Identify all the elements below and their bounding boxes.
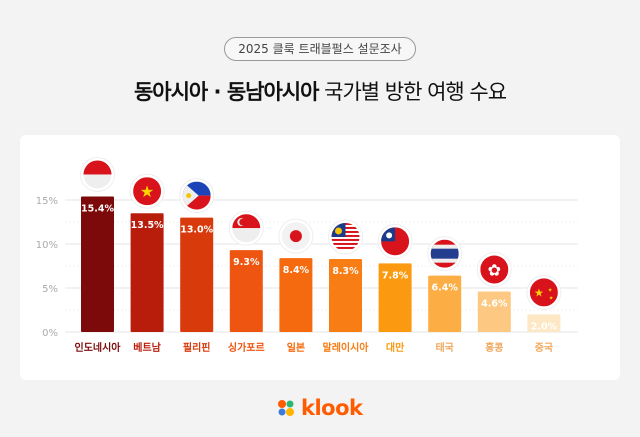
bar-1: [130, 213, 164, 332]
svg-text:✿: ✿: [488, 261, 501, 280]
data-label: 8.3%: [332, 266, 359, 277]
brand-name: klook: [301, 396, 363, 420]
data-label: 7.8%: [382, 270, 409, 281]
bar-6: [378, 263, 412, 332]
survey-badge: 2025 클룩 트래블펄스 설문조사: [224, 37, 416, 61]
x-tick-label: 태국: [435, 341, 453, 354]
svg-text:★: ★: [548, 287, 553, 293]
bar-9: [527, 314, 561, 332]
hongkong-flag-icon: ✿: [480, 255, 509, 284]
y-tick-label: 15%: [36, 196, 58, 207]
bar-4: [279, 258, 313, 332]
bar-5: [329, 258, 362, 332]
data-label: 4.6%: [481, 299, 508, 310]
bar-2: [180, 217, 214, 332]
taiwan-flag-icon: [381, 227, 410, 256]
klook-logo-icon: [278, 400, 294, 416]
x-tick-label: 필리핀: [183, 341, 211, 354]
x-tick-label: 말레이시아: [323, 341, 370, 354]
philippines-flag-icon: [182, 181, 211, 210]
title-regular: 국가별 방한 여행 수요: [324, 80, 507, 104]
svg-text:★: ★: [140, 182, 154, 201]
bar-0: [81, 196, 114, 332]
y-tick-label: 10%: [36, 240, 58, 251]
bar-7: [428, 275, 462, 332]
data-label: 9.3%: [233, 257, 260, 268]
indonesia-flag-icon: [83, 160, 112, 189]
x-tick-label: 싱가포르: [228, 341, 265, 354]
data-label: 13.5%: [131, 220, 164, 231]
thailand-flag-icon: [430, 239, 459, 268]
china-flag-icon: ★ ★ ★: [529, 278, 558, 307]
data-label: 13.0%: [180, 225, 213, 236]
data-label: 8.4%: [283, 265, 310, 276]
svg-text:★: ★: [534, 286, 544, 299]
x-tick-label: 일본: [287, 341, 305, 354]
x-tick-label: 인도네시아: [75, 341, 122, 354]
chart-card: [20, 135, 620, 380]
bar-3: [229, 250, 263, 332]
bar-8: [477, 291, 511, 332]
vietnam-flag-icon: ★: [133, 177, 162, 206]
page-title: 동아시아 · 동남아시아 국가별 방한 여행 수요: [0, 76, 640, 106]
title-bold: 동아시아 · 동남아시아: [133, 80, 319, 104]
x-tick-label: 대만: [386, 341, 405, 354]
x-tick-label: 홍콩: [485, 341, 503, 354]
svg-text:★: ★: [549, 295, 554, 301]
y-tick-label: 5%: [42, 284, 58, 295]
klook-logo: klook: [276, 396, 363, 420]
japan-flag-icon: [281, 222, 310, 251]
data-label: 6.4%: [432, 283, 459, 294]
x-tick-label: 베트남: [133, 341, 161, 354]
data-label: 2.0%: [531, 321, 558, 332]
x-tick-label: 중국: [535, 342, 553, 354]
data-label: 15.4%: [81, 203, 114, 214]
y-tick-label: 0%: [42, 328, 58, 339]
singapore-flag-icon: [232, 214, 261, 243]
